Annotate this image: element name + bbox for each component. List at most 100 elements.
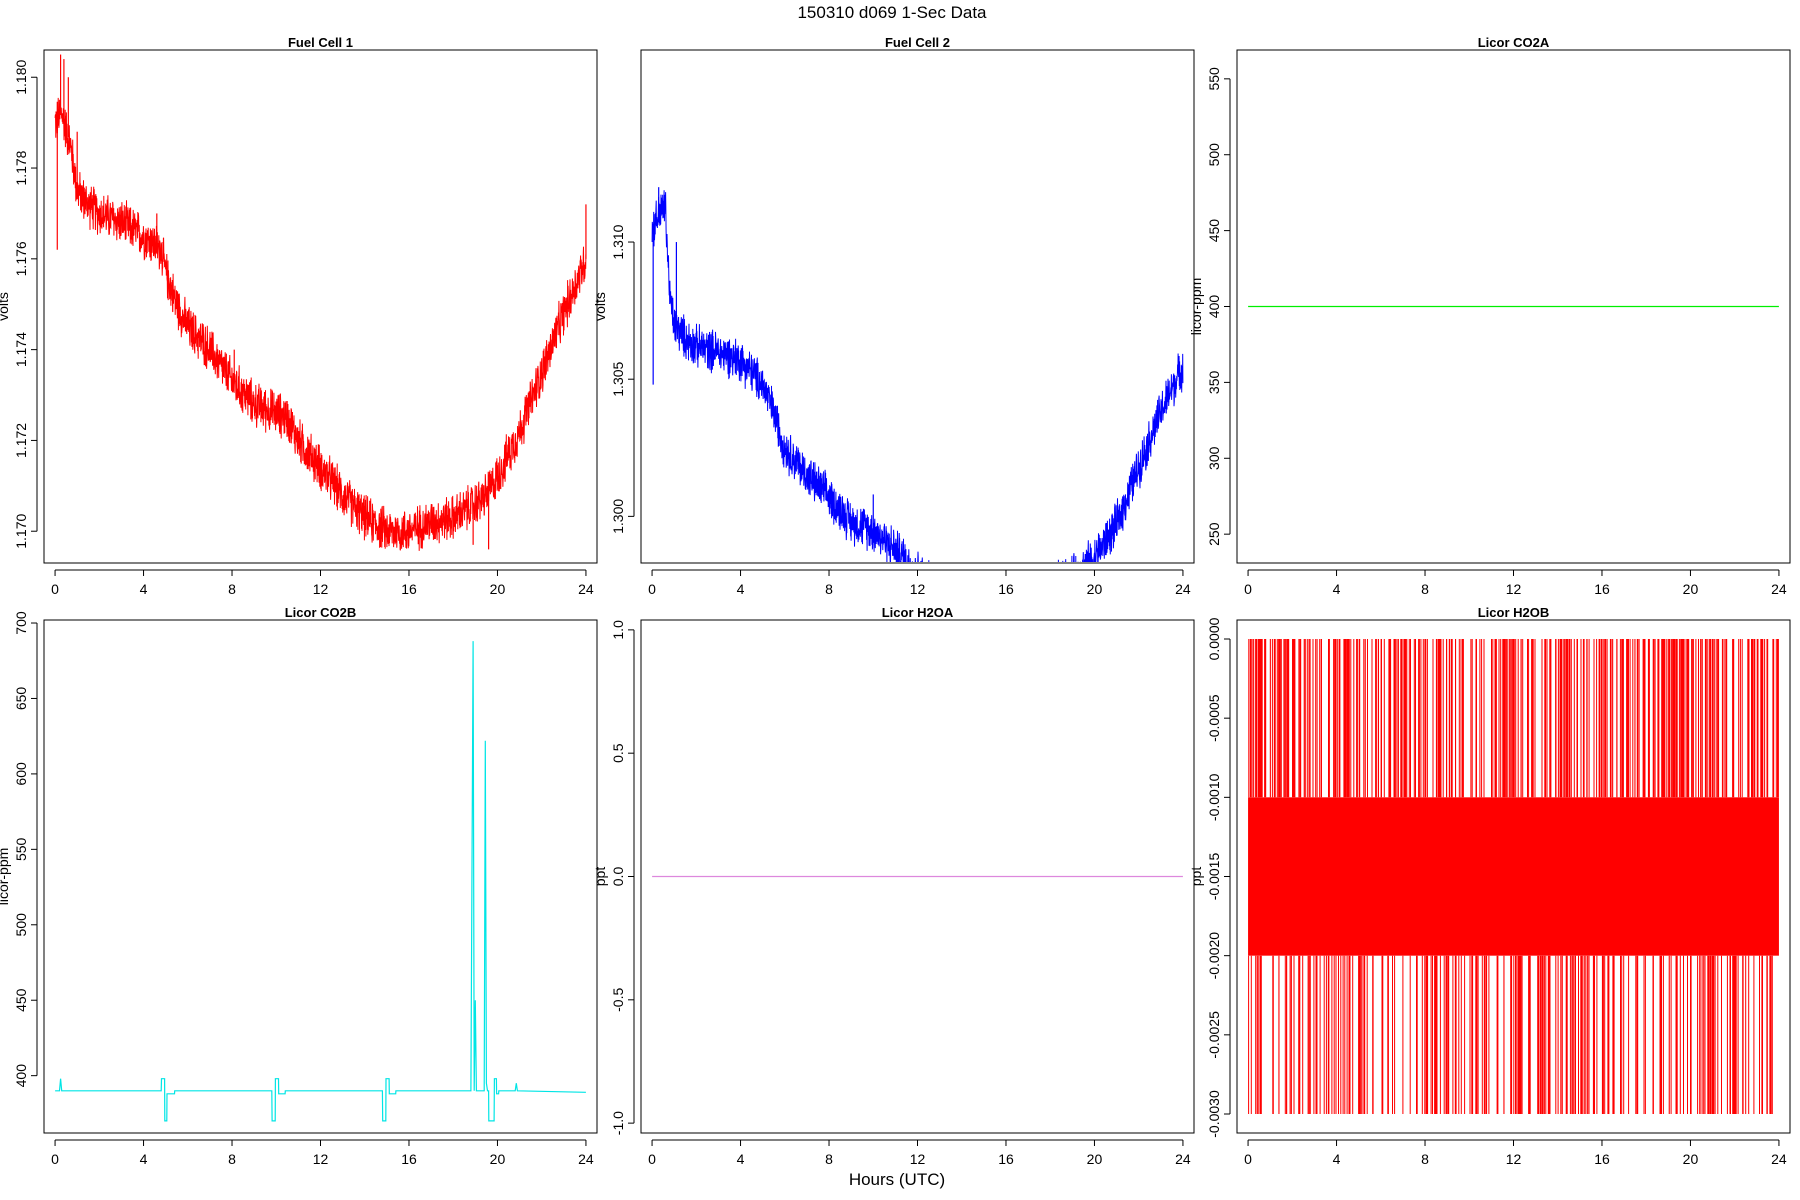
series-line bbox=[54, 97, 587, 551]
plot-area bbox=[55, 641, 586, 1122]
x-tick-label: 16 bbox=[998, 1151, 1014, 1167]
x-tick-label: 16 bbox=[401, 581, 417, 597]
x-axis-label: Hours (UTC) bbox=[849, 1170, 945, 1189]
y-tick-label: 600 bbox=[13, 762, 29, 786]
y-tick-label: 400 bbox=[1206, 295, 1222, 319]
y-tick-label: -0.0030 bbox=[1206, 1090, 1222, 1138]
y-tick-label: 450 bbox=[1206, 219, 1222, 243]
y-tick-label: 1.174 bbox=[13, 332, 29, 367]
y-tick-label: 250 bbox=[1206, 522, 1222, 546]
y-tick-label: 450 bbox=[13, 988, 29, 1012]
plot-frame bbox=[43, 49, 598, 564]
x-tick-label: 20 bbox=[1087, 1151, 1103, 1167]
x-tick-label: 24 bbox=[1175, 1151, 1191, 1167]
y-tick-label: 1.170 bbox=[13, 513, 29, 548]
x-tick-label: 12 bbox=[1506, 1151, 1522, 1167]
plot-frame bbox=[640, 619, 1195, 1134]
plot-area bbox=[1248, 639, 1779, 1114]
x-tick-label: 20 bbox=[490, 581, 506, 597]
x-tick-label: 20 bbox=[1683, 581, 1699, 597]
plot-area bbox=[54, 54, 587, 551]
y-axis-label: licor-ppm bbox=[1188, 278, 1204, 336]
x-tick-label: 24 bbox=[1771, 1151, 1787, 1167]
y-axis-label: volts bbox=[592, 292, 608, 321]
y-tick-label: 1.180 bbox=[13, 60, 29, 95]
chart-panels: Fuel Cell 1 volts 0 4 8 12 16 20 24 1.170 1.172 1.1… bbox=[0, 35, 1791, 1167]
plot-frame bbox=[640, 49, 1195, 564]
chart-panel: Licor CO2A licor-ppm 0 4 8 12 16 20 24 250 300 350 4… bbox=[1188, 35, 1791, 597]
x-tick-label: 0 bbox=[648, 581, 656, 597]
y-tick-label: 500 bbox=[13, 913, 29, 937]
chart-panel: Licor CO2B licor-ppm 0 4 8 12 16 20 24 400 450 500 5… bbox=[0, 605, 598, 1167]
panel-title: Licor CO2B bbox=[285, 605, 357, 620]
y-tick-label: 0.0 bbox=[610, 867, 626, 887]
y-tick-label: -1.0 bbox=[610, 1111, 626, 1135]
x-tick-label: 8 bbox=[825, 581, 833, 597]
x-tick-label: 8 bbox=[1421, 581, 1429, 597]
chart-panel: Licor H2OA ppt 0 4 8 12 16 20 24 -1.0 -0.5 0.0 0.5 1.… bbox=[592, 605, 1195, 1167]
panel-title: Licor H2OA bbox=[882, 605, 954, 620]
x-tick-label: 16 bbox=[998, 581, 1014, 597]
x-tick-label: 0 bbox=[1244, 581, 1252, 597]
series-spikes-down bbox=[1248, 955, 1773, 1114]
x-tick-label: 24 bbox=[1771, 581, 1787, 597]
x-tick-label: 16 bbox=[1594, 581, 1610, 597]
x-tick-label: 20 bbox=[490, 1151, 506, 1167]
plot-area bbox=[651, 187, 1184, 562]
y-tick-label: 0.0000 bbox=[1206, 617, 1222, 660]
y-tick-label: 400 bbox=[13, 1064, 29, 1088]
x-tick-label: 0 bbox=[648, 1151, 656, 1167]
y-tick-label: 550 bbox=[13, 837, 29, 861]
panel-title: Fuel Cell 2 bbox=[885, 35, 950, 50]
y-tick-label: 300 bbox=[1206, 446, 1222, 470]
y-axis-label: licor-ppm bbox=[0, 848, 11, 906]
x-tick-label: 12 bbox=[313, 581, 329, 597]
series-line bbox=[651, 190, 1184, 562]
x-tick-label: 24 bbox=[578, 581, 594, 597]
chart-panel: Fuel Cell 1 volts 0 4 8 12 16 20 24 1.170 1.172 1.1… bbox=[0, 35, 598, 597]
y-tick-label: 1.300 bbox=[610, 499, 626, 534]
x-tick-label: 12 bbox=[910, 581, 926, 597]
chart-panel: Licor H2OB ppt 0 4 8 12 16 20 24 -0.0030 -0.0025 -0… bbox=[1188, 605, 1791, 1167]
y-tick-label: 350 bbox=[1206, 370, 1222, 394]
x-tick-label: 8 bbox=[228, 581, 236, 597]
x-tick-label: 16 bbox=[1594, 1151, 1610, 1167]
plot-frame bbox=[1236, 49, 1791, 564]
x-tick-label: 8 bbox=[228, 1151, 236, 1167]
y-tick-label: 0.5 bbox=[610, 743, 626, 763]
y-tick-label: 1.178 bbox=[13, 150, 29, 185]
x-tick-label: 16 bbox=[401, 1151, 417, 1167]
series-line bbox=[55, 641, 586, 1122]
x-tick-label: 4 bbox=[737, 1151, 745, 1167]
y-tick-label: 1.176 bbox=[13, 241, 29, 276]
y-tick-label: -0.5 bbox=[610, 988, 626, 1012]
x-tick-label: 4 bbox=[1333, 581, 1341, 597]
y-tick-label: 1.305 bbox=[610, 361, 626, 396]
series-band bbox=[1248, 797, 1779, 956]
x-tick-label: 4 bbox=[737, 581, 745, 597]
x-tick-label: 12 bbox=[313, 1151, 329, 1167]
panel-title: Fuel Cell 1 bbox=[288, 35, 353, 50]
y-tick-label: 550 bbox=[1206, 67, 1222, 91]
panel-title: Licor CO2A bbox=[1478, 35, 1550, 50]
x-tick-label: 4 bbox=[1333, 1151, 1341, 1167]
y-tick-label: 1.0 bbox=[610, 620, 626, 640]
y-axis-label: ppt bbox=[592, 867, 608, 887]
chart-panel: Fuel Cell 2 volts 0 4 8 12 16 20 24 1.300 1.305 1.3… bbox=[592, 35, 1195, 597]
x-tick-label: 0 bbox=[51, 581, 59, 597]
y-axis-label: ppt bbox=[1188, 867, 1204, 887]
x-tick-label: 8 bbox=[825, 1151, 833, 1167]
plot-frame bbox=[43, 619, 598, 1134]
panel-title: Licor H2OB bbox=[1478, 605, 1550, 620]
y-axis-label: volts bbox=[0, 292, 11, 321]
x-tick-label: 20 bbox=[1683, 1151, 1699, 1167]
x-tick-label: 24 bbox=[1175, 581, 1191, 597]
y-tick-label: 1.310 bbox=[610, 224, 626, 259]
y-tick-label: -0.0010 bbox=[1206, 773, 1222, 821]
y-tick-label: 500 bbox=[1206, 143, 1222, 167]
x-tick-label: 4 bbox=[140, 581, 148, 597]
x-tick-label: 24 bbox=[578, 1151, 594, 1167]
x-tick-label: 0 bbox=[51, 1151, 59, 1167]
series-spikes-up bbox=[1248, 639, 1779, 798]
x-tick-label: 12 bbox=[910, 1151, 926, 1167]
